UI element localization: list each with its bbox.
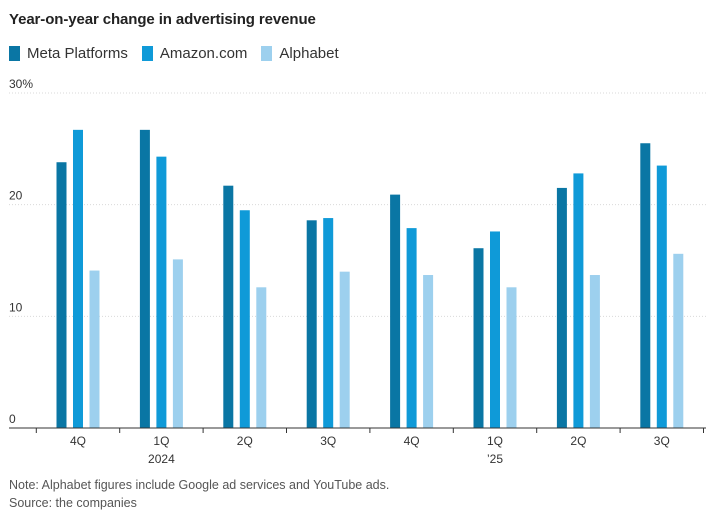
bar	[423, 275, 434, 428]
y-tick-label: 30%	[9, 77, 33, 91]
bar	[256, 287, 267, 428]
x-tick-label: 1Q	[487, 434, 503, 448]
bar	[656, 165, 667, 429]
bar	[640, 143, 651, 428]
bar	[556, 187, 567, 428]
bar	[473, 248, 484, 428]
bar	[339, 271, 350, 428]
x-tick-label: 2Q	[237, 434, 253, 448]
x-tick-label: 3Q	[320, 434, 336, 448]
bar	[573, 173, 584, 428]
bar	[490, 231, 500, 428]
bar	[323, 218, 334, 428]
legend-item-amazon: Amazon.com	[141, 45, 248, 62]
legend-item-meta: Meta Platforms	[9, 45, 128, 62]
x-tick-sublabel: 2024	[148, 452, 175, 466]
bar	[56, 162, 67, 428]
legend-swatch-alphabet	[261, 46, 273, 61]
y-tick-label: 10	[9, 300, 23, 314]
chart-title: Year-on-year change in advertising reven…	[9, 11, 316, 28]
x-tick-label: 1Q	[153, 434, 169, 448]
legend-label-meta: Meta Platforms	[27, 45, 128, 62]
x-tick-label: 3Q	[654, 434, 670, 448]
bar	[306, 220, 317, 428]
y-tick-label: 0	[9, 412, 16, 426]
bar	[156, 156, 167, 428]
bar	[223, 185, 234, 428]
legend-item-alphabet: Alphabet	[261, 45, 339, 62]
x-tick-label: 4Q	[404, 434, 420, 448]
x-tick-sublabel: ’25	[487, 452, 503, 466]
y-tick-label: 20	[9, 189, 23, 203]
bar	[589, 275, 600, 428]
bar	[89, 270, 100, 428]
chart-note: Note: Alphabet figures include Google ad…	[9, 478, 390, 492]
chart-source: Source: the companies	[9, 496, 137, 510]
legend-swatch-amazon	[141, 46, 153, 61]
legend: Meta Platforms Amazon.com Alphabet	[9, 45, 353, 62]
legend-swatch-meta	[9, 46, 20, 61]
bar	[73, 129, 83, 428]
legend-label-alphabet: Alphabet	[279, 45, 339, 62]
bar	[390, 194, 401, 428]
bar	[239, 210, 250, 428]
x-tick-label: 4Q	[70, 434, 86, 448]
legend-label-amazon: Amazon.com	[159, 45, 248, 62]
bar	[172, 259, 183, 428]
bar	[406, 228, 417, 428]
x-tick-label: 2Q	[570, 434, 586, 448]
bar	[506, 287, 517, 428]
bar	[673, 253, 684, 428]
bar	[139, 129, 150, 428]
